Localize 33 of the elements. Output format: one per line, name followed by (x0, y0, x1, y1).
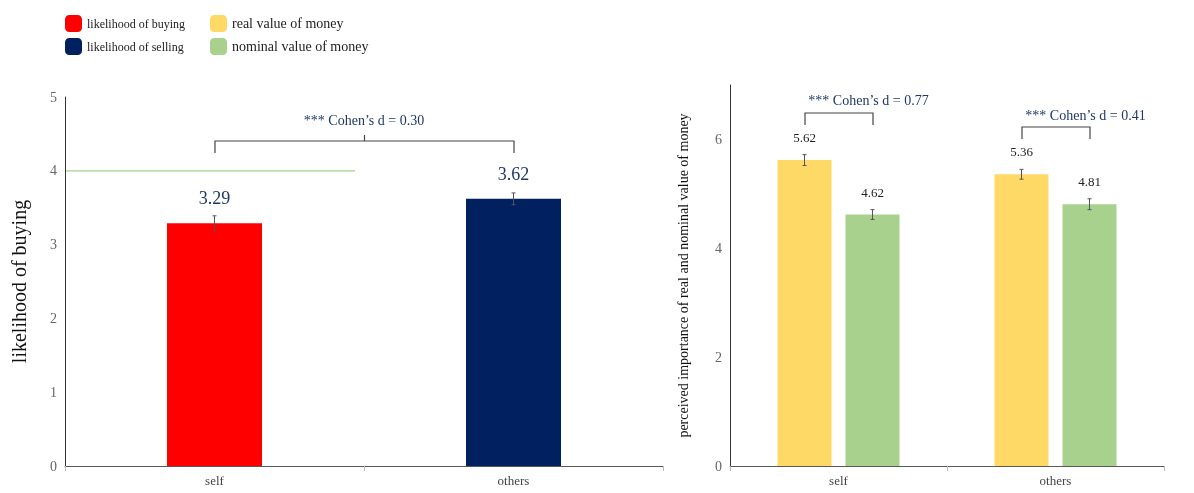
bar (994, 174, 1049, 466)
legend-label: nominal value of money (232, 39, 369, 54)
y-axis-title: perceived importance of real and nominal value of money (675, 113, 691, 438)
legend-label: likelihood of buying (87, 16, 185, 31)
bar (1062, 204, 1117, 466)
y-tick-label: 2 (715, 349, 722, 365)
y-tick-label: 1 (50, 384, 57, 400)
data-label: 4.81 (1078, 174, 1101, 190)
y-axis-title: likelihood of buying (8, 199, 31, 364)
y-tick-label: 6 (715, 131, 722, 147)
annotation: *** Cohen’s d = 0.77 (808, 93, 929, 109)
y-tick-label: 2 (50, 310, 57, 326)
x-tick-label: others (497, 473, 530, 488)
data-label: 5.62 (793, 130, 816, 146)
y-tick-label: 0 (50, 458, 57, 474)
x-tick-label: self (205, 473, 225, 488)
x-tick-label: self (829, 473, 849, 488)
legend-label: likelihood of selling (87, 39, 184, 54)
annotation: *** Cohen’s d = 0.30 (303, 113, 425, 129)
data-label: 3.29 (198, 188, 231, 209)
bar (777, 160, 832, 466)
y-tick-label: 3 (50, 237, 57, 253)
y-tick-label: 0 (715, 458, 722, 474)
y-tick-label: 4 (50, 163, 57, 179)
data-label: 4.62 (861, 184, 884, 200)
x-tick-label: others (1039, 473, 1072, 488)
data-label: 5.36 (1010, 144, 1034, 160)
data-label: 3.62 (497, 163, 530, 184)
bar (845, 214, 900, 466)
annotation: *** Cohen’s d = 0.41 (1025, 107, 1146, 123)
y-tick-label: 4 (715, 240, 722, 256)
y-tick-label: 5 (50, 89, 57, 105)
legend-label: real value of money (232, 16, 344, 31)
